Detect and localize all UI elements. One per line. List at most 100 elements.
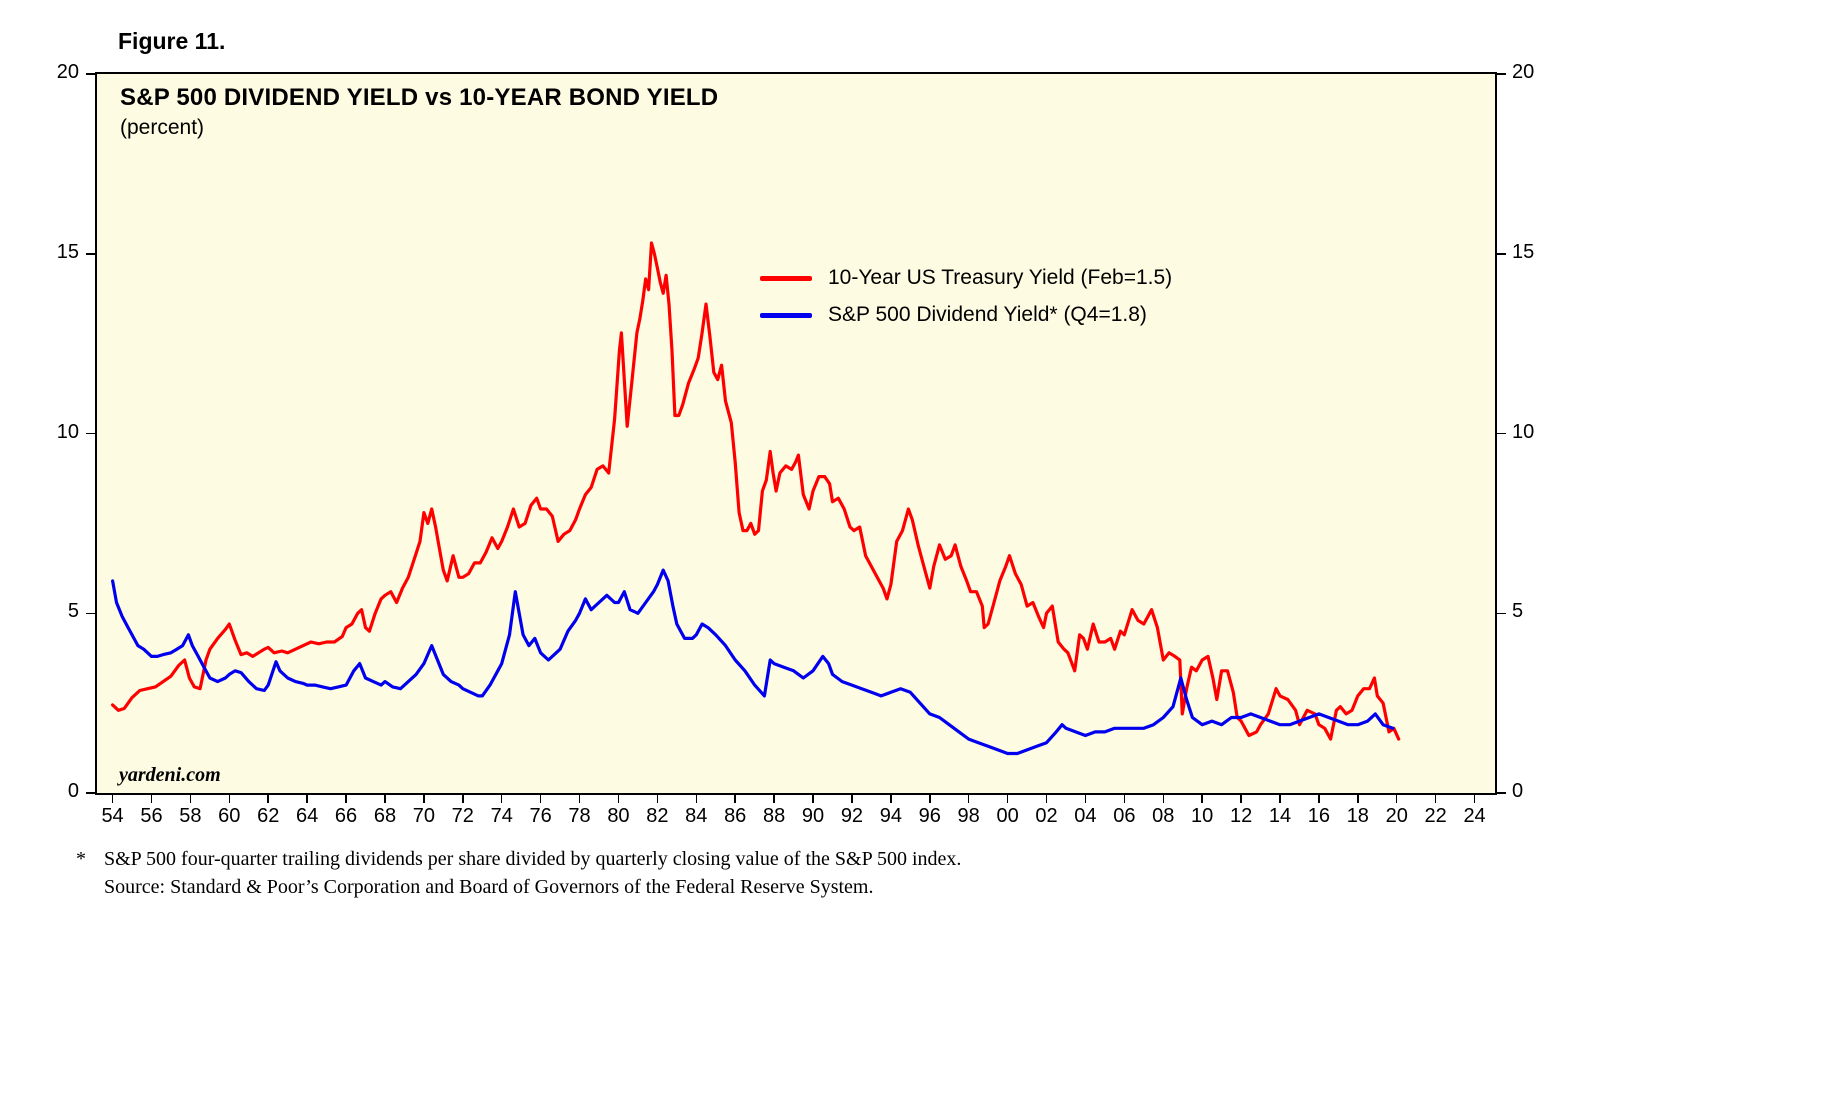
x-tick-label: 68	[373, 805, 397, 827]
x-tick-mark	[1434, 795, 1437, 803]
x-tick-mark	[384, 795, 386, 803]
footnote-asterisk: *	[76, 848, 86, 870]
x-tick-mark	[500, 795, 503, 803]
x-tick-mark	[656, 795, 659, 803]
x-tick-mark	[1006, 795, 1009, 803]
x-tick-mark	[1473, 795, 1476, 803]
y-tick-mark-right	[1497, 792, 1506, 794]
x-tick-mark	[1123, 795, 1126, 803]
y-tick-label-right: 5	[1512, 600, 1524, 623]
x-tick-mark	[111, 795, 114, 803]
x-tick-mark	[539, 795, 542, 803]
footnote-line-1: S&P 500 four-quarter trailing dividends …	[104, 848, 962, 870]
x-tick-mark	[1201, 795, 1203, 803]
x-tick-label: 98	[957, 805, 980, 827]
x-tick-mark	[812, 795, 814, 803]
x-tick-mark	[345, 795, 347, 803]
legend-item-treasury: 10-Year US Treasury Yield (Feb=1.5)	[760, 266, 1172, 290]
y-tick-mark-right	[1497, 432, 1506, 435]
x-tick-mark	[1084, 795, 1087, 803]
x-tick-label: 96	[918, 805, 941, 827]
x-tick-label: 74	[490, 805, 513, 827]
y-tick-label-left: 0	[67, 780, 79, 802]
x-tick-label: 84	[685, 805, 708, 827]
treasury-yield-line	[111, 241, 1401, 741]
footnote-line-2: Source: Standard & Poor’s Corporation an…	[104, 875, 874, 898]
x-tick-mark	[890, 795, 892, 803]
x-tick-label: 82	[646, 805, 669, 827]
x-tick-label: 64	[296, 805, 319, 827]
x-tick-label: 14	[1268, 805, 1292, 827]
x-tick-mark	[578, 795, 581, 803]
x-tick-mark	[423, 795, 425, 803]
y-tick-label-left: 15	[56, 240, 79, 263]
x-tick-mark	[1318, 795, 1320, 803]
x-tick-label: 62	[257, 805, 280, 827]
dividend-legend-label: S&P 500 Dividend Yield* (Q4=1.8)	[828, 303, 1147, 326]
x-tick-label: 18	[1346, 805, 1369, 827]
y-tick-label-right: 20	[1512, 61, 1535, 83]
x-tick-mark	[1045, 795, 1048, 803]
x-tick-label: 80	[607, 805, 630, 827]
x-tick-label: 16	[1307, 805, 1331, 827]
x-tick-mark	[617, 795, 620, 803]
x-tick-mark	[189, 795, 192, 803]
y-tick-mark-right	[1497, 253, 1506, 255]
x-tick-mark	[1279, 795, 1281, 803]
x-tick-mark	[306, 795, 308, 803]
y-tick-mark-left	[86, 612, 95, 614]
x-tick-label: 60	[218, 805, 241, 827]
x-tick-mark	[1357, 795, 1359, 803]
x-tick-mark	[228, 795, 231, 803]
x-tick-mark	[1395, 795, 1398, 803]
chart-title: S&P 500 DIVIDEND YIELD vs 10-YEAR BOND Y…	[120, 84, 719, 111]
chart-subtitle: (percent)	[120, 116, 205, 139]
dividend-yield-line	[111, 568, 1395, 756]
x-tick-mark	[773, 795, 775, 803]
treasury-legend-label: 10-Year US Treasury Yield (Feb=1.5)	[828, 266, 1173, 289]
yardeni-watermark: yardeni.com	[119, 764, 221, 786]
y-tick-mark-left	[86, 432, 95, 435]
y-tick-mark-left	[86, 73, 95, 75]
x-tick-label: 04	[1074, 805, 1097, 827]
figure-number-label: Figure 11.	[118, 28, 226, 54]
x-tick-label: 06	[1113, 805, 1136, 827]
y-tick-mark-left	[86, 792, 95, 794]
plot-area-svg	[111, 241, 1401, 756]
x-tick-mark	[1162, 795, 1164, 803]
x-tick-label: 24	[1463, 805, 1486, 827]
x-tick-label: 92	[840, 805, 864, 827]
y-tick-label-left: 10	[56, 420, 79, 443]
y-tick-mark-right	[1497, 73, 1506, 75]
y-tick-label-right: 10	[1512, 420, 1535, 443]
x-tick-mark	[967, 795, 970, 803]
x-tick-label: 22	[1424, 805, 1447, 827]
x-tick-label: 72	[451, 805, 474, 827]
treasury-line-swatch	[760, 275, 812, 281]
x-tick-mark	[150, 795, 153, 803]
x-tick-label: 12	[1229, 805, 1253, 827]
y-tick-mark-right	[1497, 612, 1506, 614]
x-tick-label: 02	[1035, 805, 1058, 827]
x-tick-label: 86	[724, 805, 747, 827]
x-tick-mark	[929, 795, 931, 803]
x-tick-label: 66	[334, 805, 358, 827]
legend-item-dividend: S&P 500 Dividend Yield* (Q4=1.8)	[760, 303, 1172, 327]
x-tick-label: 88	[762, 805, 786, 827]
x-tick-mark	[462, 795, 464, 803]
plot-area: S&P 500 DIVIDEND YIELD vs 10-YEAR BOND Y…	[95, 72, 1497, 795]
x-tick-label: 70	[412, 805, 435, 827]
x-tick-label: 08	[1152, 805, 1175, 827]
x-tick-label: 94	[879, 805, 902, 827]
footnote-text: S&P 500 four-quarter trailing dividends …	[104, 846, 961, 901]
x-tick-label: 10	[1191, 805, 1214, 827]
x-tick-label: 00	[996, 805, 1019, 827]
x-tick-label: 54	[101, 805, 124, 827]
x-tick-mark	[267, 795, 269, 803]
x-tick-mark	[734, 795, 736, 803]
y-tick-label-right: 15	[1512, 240, 1535, 263]
y-tick-label-left: 20	[56, 61, 79, 83]
dividend-line-swatch	[760, 312, 812, 318]
x-tick-label: 56	[140, 805, 163, 827]
